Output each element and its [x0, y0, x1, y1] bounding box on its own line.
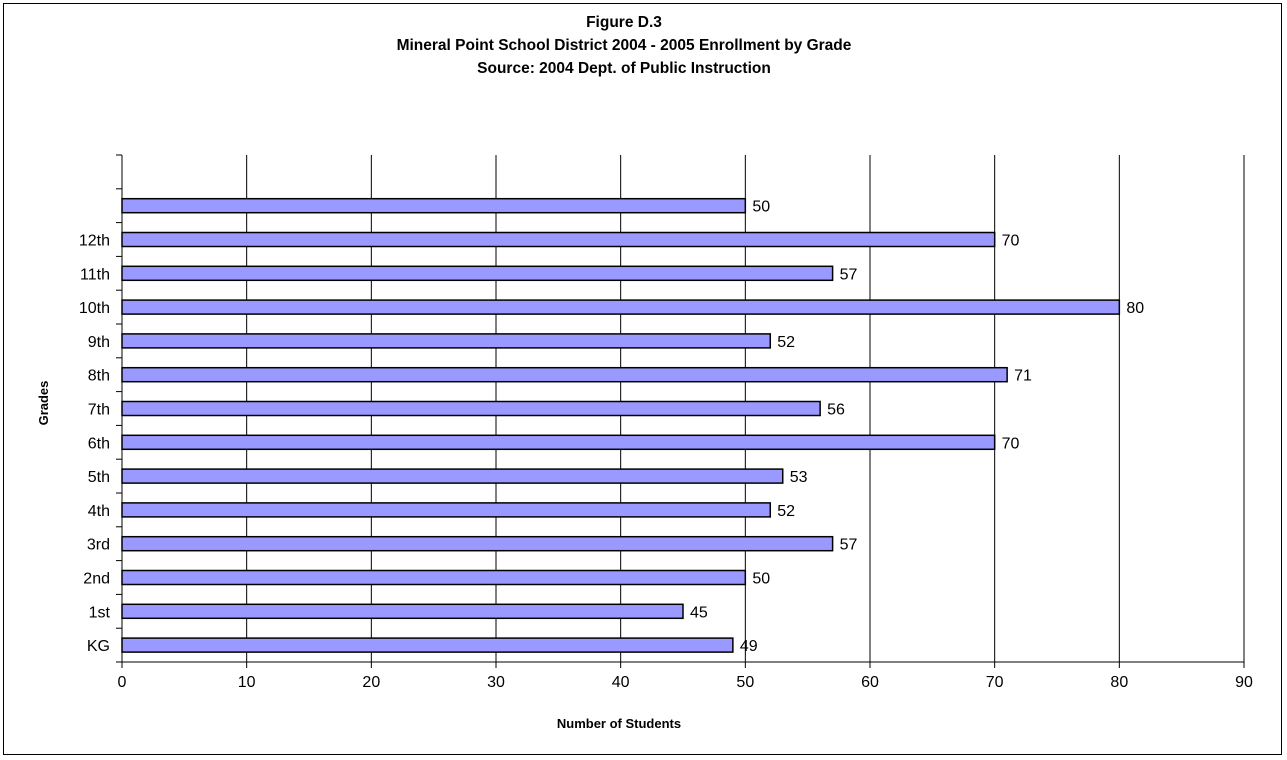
y-tick-label-1st: 1st	[89, 604, 111, 621]
bar-9th	[121, 333, 772, 349]
data-label-12th: 70	[1002, 233, 1020, 250]
bar-4th	[121, 502, 772, 518]
bar-3rd	[121, 535, 834, 552]
bar-5th	[121, 468, 784, 484]
data-label-2nd: 50	[752, 571, 770, 588]
x-tick-label-30: 30	[487, 674, 505, 691]
x-tick-label-70: 70	[986, 674, 1004, 691]
y-tick-label-3rd: 3rd	[87, 537, 110, 554]
x-tick-labels: 0 10 20 30 40 50 60 70 80 90	[118, 674, 1253, 691]
x-tick-label-0: 0	[118, 674, 127, 691]
x-tick-label-90: 90	[1235, 674, 1253, 691]
y-tick-label-11th: 11th	[80, 266, 110, 283]
bar-11th	[121, 265, 834, 282]
y-tick-label-12th: 12th	[79, 233, 110, 250]
chart-title-line-1: Figure D.3	[586, 14, 662, 31]
y-tick-label-KG: KG	[87, 638, 110, 655]
data-label-10th: 80	[1126, 300, 1144, 317]
chart-title-line-2: Mineral Point School District 2004 - 200…	[397, 37, 852, 54]
y-tick-label-4th: 4th	[88, 503, 110, 520]
y-tick-label-8th: 8th	[88, 368, 110, 385]
bar-2nd	[121, 569, 747, 586]
data-labels: 49 45 50 57 52 53 70 56 71 52 80 57 70 50	[690, 199, 1144, 655]
chart-frame: Figure D.3 Mineral Point School District…	[3, 3, 1282, 755]
bar-unlabeled	[121, 197, 747, 214]
data-label-KG: 49	[740, 638, 758, 655]
x-tick-label-10: 10	[238, 674, 256, 691]
y-axis-title: Grades	[36, 381, 51, 426]
x-axis-title: Number of Students	[557, 716, 681, 731]
data-label-7th: 56	[827, 402, 845, 419]
y-tick-labels: KG 1st 2nd 3rd 4th 5th 6th 7th 8th 9th 10th 11th 12t…	[79, 233, 111, 656]
bar-10th	[121, 299, 1121, 315]
y-tick-label-2nd: 2nd	[83, 571, 110, 588]
y-tick-label-5th: 5th	[88, 469, 110, 486]
x-tick-label-20: 20	[362, 674, 380, 691]
data-label-3rd: 57	[840, 537, 858, 554]
data-label-4th: 52	[777, 503, 795, 520]
x-tick-label-50: 50	[736, 674, 754, 691]
axes	[116, 154, 1245, 668]
bar-chart: Figure D.3 Mineral Point School District…	[36, 14, 1253, 731]
bar-12th	[121, 231, 996, 248]
data-label-unlabeled: 50	[752, 199, 770, 216]
y-tick-label-7th: 7th	[88, 402, 110, 419]
bar-1st	[121, 603, 684, 620]
data-label-1st: 45	[690, 604, 708, 621]
x-tick-label-40: 40	[612, 674, 630, 691]
bar-8th	[121, 366, 1008, 383]
bar-6th	[121, 434, 996, 451]
bar-7th	[121, 400, 821, 417]
data-label-11th: 57	[840, 266, 858, 283]
x-tick-label-80: 80	[1110, 674, 1128, 691]
data-label-5th: 53	[790, 469, 808, 486]
chart-title: Figure D.3 Mineral Point School District…	[397, 14, 852, 77]
data-label-9th: 52	[777, 334, 795, 351]
y-tick-label-6th: 6th	[88, 435, 110, 452]
data-label-8th: 71	[1014, 368, 1032, 385]
x-tick-label-60: 60	[861, 674, 879, 691]
y-tick-label-9th: 9th	[88, 334, 110, 351]
data-label-6th: 70	[1002, 435, 1020, 452]
y-tick-label-10th: 10th	[79, 300, 110, 317]
chart-title-line-3: Source: 2004 Dept. of Public Instruction	[477, 60, 771, 77]
bar-KG	[121, 637, 734, 653]
